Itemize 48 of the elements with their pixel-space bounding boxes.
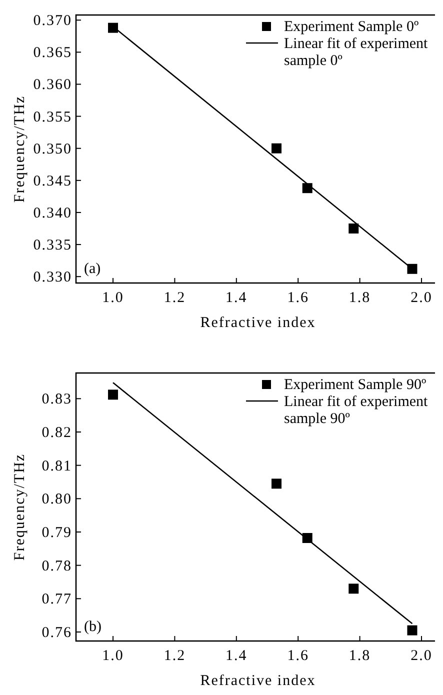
point [302, 183, 312, 194]
point [108, 390, 118, 400]
y-tick-label: 0.330 [33, 270, 72, 286]
point [348, 584, 359, 594]
point [272, 143, 282, 154]
y-axis-title: Frequency/THz [12, 95, 28, 203]
legend-label: Experiment Sample 0º [284, 19, 419, 35]
legend-label: Experiment Sample 90º [284, 377, 426, 393]
y-tick-label: 0.355 [33, 109, 72, 126]
annotation: (a) [84, 261, 101, 277]
y-tick-label: 0.370 [33, 13, 72, 30]
x-axis-title: Refractive index [200, 673, 316, 689]
x-tick-label: 1.0 [102, 290, 124, 306]
y-tick-label: 0.365 [33, 45, 72, 62]
x-tick-label: 2.0 [410, 290, 432, 306]
x-tick-label: 1.2 [164, 648, 186, 664]
y-tick-label: 0.340 [33, 205, 72, 222]
y-tick-label: 0.79 [42, 525, 72, 541]
y-tick-label: 0.76 [42, 625, 72, 641]
y-tick-label: 0.360 [33, 77, 72, 94]
y-tick-label: 0.81 [42, 458, 72, 474]
y-tick-label: 0.80 [42, 492, 72, 508]
y-tick-label: 0.83 [42, 392, 72, 408]
y-tick-label: 0.82 [42, 425, 72, 441]
point [108, 22, 118, 33]
x-tick-label: 1.8 [348, 290, 371, 306]
point [272, 478, 282, 489]
x-tick-label: 1.8 [348, 648, 371, 664]
x-tick-label: 1.6 [287, 290, 309, 306]
x-tick-label: 1.2 [164, 290, 186, 306]
y-tick-label: 0.77 [42, 592, 72, 608]
x-tick-label: 1.4 [226, 290, 248, 306]
y-axis-title: Frequency/THz [12, 453, 28, 561]
y-tick-label: 0.78 [42, 558, 72, 574]
x-tick-label: 1.6 [287, 648, 309, 664]
legend-label: Linear fit of experiment sample 0º [284, 36, 429, 69]
x-axis-title: Refractive index [200, 315, 316, 331]
annotation: (b) [84, 619, 102, 635]
y-tick-label: 0.335 [33, 238, 72, 254]
x-tick-label: 1.0 [102, 648, 124, 664]
point [348, 224, 359, 234]
point [407, 264, 418, 274]
y-tick-label: 0.345 [33, 173, 72, 190]
x-tick-label: 2.0 [410, 648, 432, 664]
y-tick-label: 0.350 [33, 141, 72, 158]
legend-label: Linear fit of experiment sample 90º [284, 394, 429, 427]
point [407, 625, 418, 636]
x-tick-label: 1.4 [226, 648, 248, 664]
